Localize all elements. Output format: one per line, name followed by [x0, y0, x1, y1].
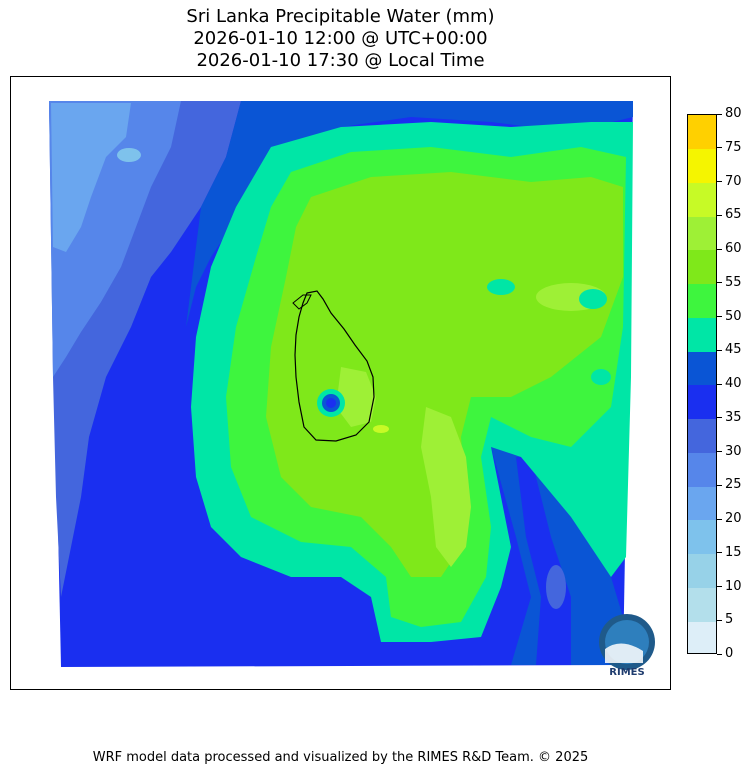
colorbar-tick-label: 60	[725, 241, 742, 256]
colorbar-segment	[688, 317, 716, 352]
contour-60-south	[421, 407, 471, 567]
chart-title: Sri Lanka Precipitable Water (mm) 2026-0…	[0, 6, 681, 72]
colorbar-tick	[717, 518, 722, 520]
colorbar-segment	[688, 587, 716, 622]
colorbar-segment	[688, 216, 716, 251]
colorbar-tick-label: 80	[725, 106, 742, 121]
colorbar-tick-label: 40	[725, 376, 742, 391]
contour-east-35	[516, 457, 571, 665]
colorbar-tick-label: 10	[725, 578, 742, 594]
contour-west-15	[117, 148, 141, 162]
colorbar-tick-label: 50	[725, 308, 742, 324]
colorbar-tick-label: 0	[725, 646, 734, 661]
contour-low-center-35	[326, 398, 336, 408]
contour-east-30	[546, 565, 566, 609]
colorbar-tick-label: 20	[725, 511, 742, 526]
colorbar-tick	[717, 451, 722, 452]
contour-45-patch-se	[591, 369, 611, 385]
colorbar-segment	[688, 115, 716, 149]
colorbar-segment	[688, 621, 716, 653]
colorbar-tick-label: 45	[725, 342, 742, 358]
contour-west-20	[51, 103, 131, 252]
colorbar-tick-label: 75	[725, 139, 742, 155]
colorbar-tick	[717, 113, 722, 115]
colorbar-segment	[688, 452, 716, 487]
colorbar-tick-label: 25	[725, 477, 742, 493]
colorbar-segment	[688, 351, 716, 386]
colorbar-tick-label: 15	[725, 544, 742, 560]
footer-credit: WRF model data processed and visualized …	[92, 750, 589, 765]
map-frame: RIMES	[10, 76, 671, 690]
colorbar-segment	[688, 250, 716, 284]
colorbar-segment	[688, 520, 716, 554]
colorbar-tick	[717, 653, 722, 655]
colorbar-segment	[688, 148, 716, 183]
sri-lanka-outline	[294, 290, 375, 442]
colorbar-tick	[717, 484, 722, 486]
colorbar-segment	[688, 486, 716, 521]
colorbar-tick	[717, 552, 722, 554]
colorbar-tick	[717, 248, 722, 250]
colorbar-tick-label: 5	[725, 612, 734, 628]
title-line-2: 2026-01-10 12:00 @ UTC+00:00	[193, 28, 488, 49]
colorbar-segment	[688, 283, 716, 318]
title-line-3: 2026-01-10 17:30 @ Local Time	[196, 50, 485, 71]
colorbar-tick	[717, 282, 722, 284]
contour-45-patch-mid	[487, 279, 515, 295]
colorbar-tick	[717, 147, 722, 149]
rimes-logo-text: RIMES	[609, 667, 644, 678]
contour-45-patch-east	[579, 289, 607, 309]
colorbar-tick	[717, 349, 722, 351]
title-line-1: Sri Lanka Precipitable Water (mm)	[186, 6, 495, 27]
precipitable-water-map: RIMES	[49, 101, 655, 678]
colorbar-tick-label: 30	[725, 443, 742, 459]
colorbar-tick-label: 65	[725, 207, 742, 223]
colorbar-tick-label: 55	[725, 274, 742, 290]
colorbar-tick	[717, 181, 722, 182]
contour-55	[266, 172, 623, 577]
colorbar-segment	[688, 182, 716, 217]
colorbar-tick-label: 35	[725, 409, 742, 425]
contour-70-spot	[373, 425, 389, 433]
contour-60-center	[336, 367, 376, 427]
colorbar	[687, 114, 717, 654]
colorbar-tick	[717, 619, 722, 621]
colorbar-segment	[688, 418, 716, 453]
rimes-logo: RIMES	[599, 614, 655, 678]
colorbar-segment	[688, 385, 716, 419]
colorbar-tick	[717, 586, 722, 587]
colorbar-tick-label: 70	[725, 173, 742, 189]
jaffna-outline	[292, 294, 312, 310]
colorbar-tick	[717, 214, 722, 216]
colorbar-tick	[717, 383, 722, 385]
colorbar-segment	[688, 553, 716, 588]
colorbar-tick	[717, 417, 722, 419]
colorbar-tick	[717, 316, 722, 317]
